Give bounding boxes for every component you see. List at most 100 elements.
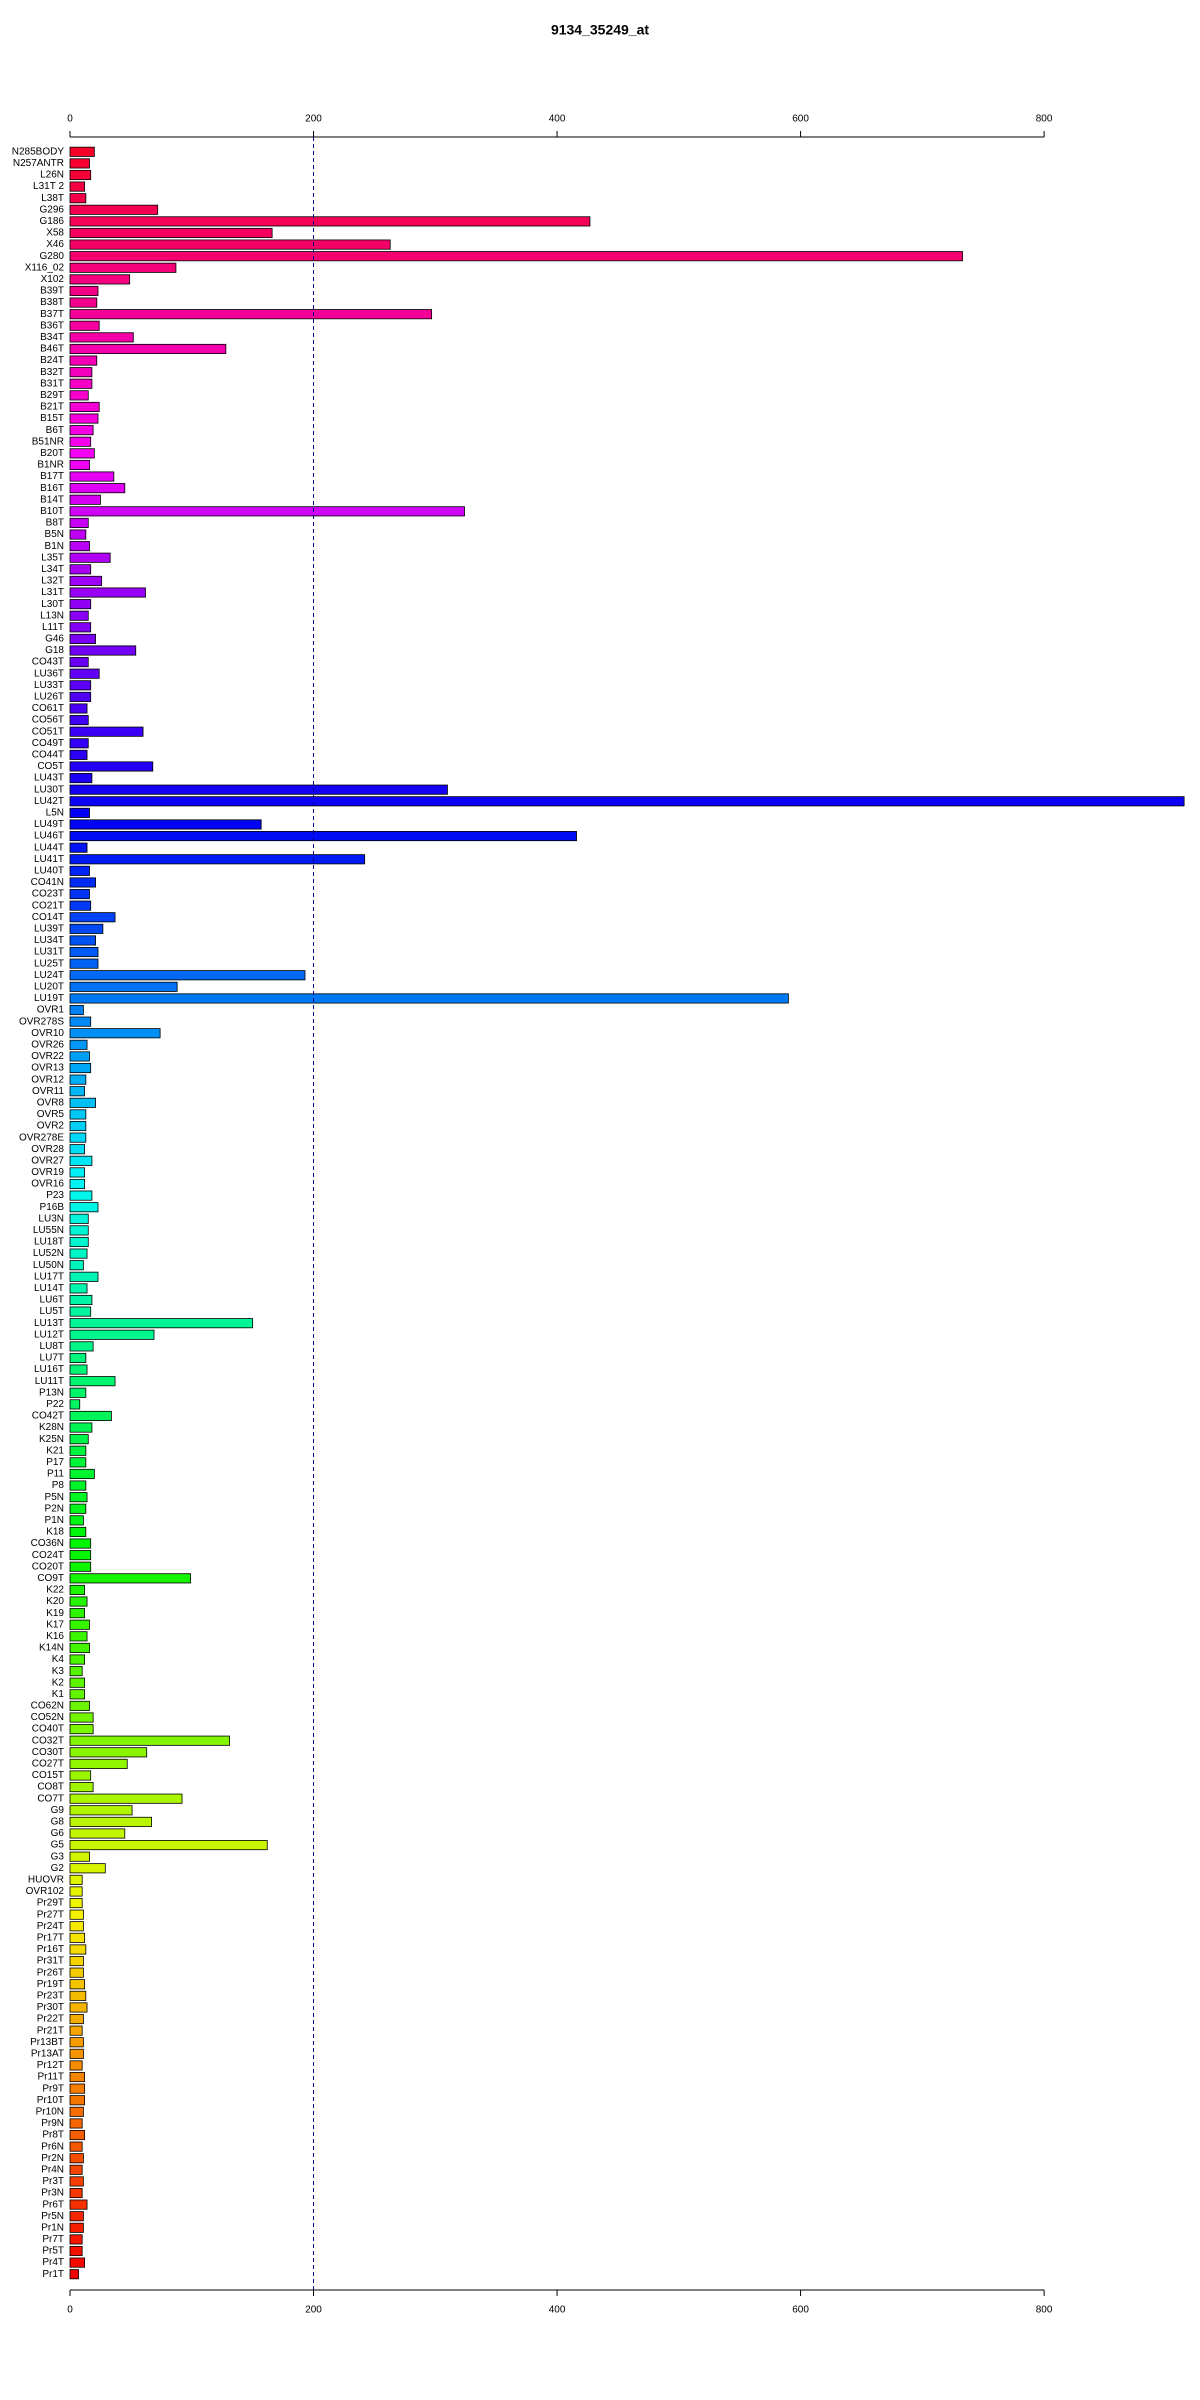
y-tick-label: B20T — [40, 448, 64, 459]
y-tick-label: Pr26T — [37, 1967, 64, 1978]
y-tick-label: LU50N — [33, 1260, 64, 1271]
bar — [69, 1990, 87, 2001]
y-tick-label: Pr4N — [41, 2164, 64, 2175]
y-tick-label: LU19T — [34, 993, 64, 1004]
y-tick-label: Pr13AT — [31, 2048, 64, 2059]
y-tick-label: Pr11T — [38, 2072, 65, 2083]
y-tick-label: OVR278S — [19, 1016, 64, 1027]
y-tick-label: B17T — [40, 471, 64, 482]
bar — [69, 1213, 89, 1224]
bar — [69, 599, 92, 610]
y-tick-label: LU40T — [34, 866, 64, 877]
bar — [69, 483, 126, 494]
y-tick-label: L13N — [40, 610, 64, 621]
y-tick-label: B5N — [45, 529, 64, 540]
bar — [69, 2187, 83, 2199]
y-tick-label: CO9T — [37, 1573, 64, 1584]
y-tick-label: G5 — [51, 1840, 65, 1851]
y-tick-label: B6T — [46, 425, 64, 436]
y-tick-label: OVR22 — [31, 1051, 64, 1062]
y-tick-label: CO20T — [32, 1561, 64, 1572]
y-tick-label: Pr6N — [41, 2141, 64, 2152]
bar — [69, 912, 116, 923]
bar — [69, 1619, 90, 1630]
bar — [69, 1086, 86, 1097]
y-tick-label: LU39T — [34, 923, 64, 934]
y-tick-label: LU5T — [40, 1306, 64, 1317]
y-tick-label: P13N — [39, 1387, 64, 1398]
bar — [69, 1712, 94, 1723]
bar — [69, 1457, 87, 1468]
y-tick-label: B21T — [40, 402, 64, 413]
bar — [69, 2269, 79, 2280]
bar — [69, 831, 577, 842]
y-tick-label: CO56T — [32, 715, 64, 726]
bar — [69, 1260, 84, 1271]
bar — [69, 1468, 95, 1479]
bar — [69, 158, 90, 169]
bar — [69, 2002, 88, 2013]
bar — [69, 1503, 87, 1514]
y-tick-label: LU11T — [35, 1376, 64, 1387]
y-tick-label: K18 — [46, 1527, 64, 1538]
x-tick-label: 600 — [792, 2305, 809, 2316]
y-tick-label: G6 — [51, 1828, 65, 1839]
y-tick-label: Pr19T — [37, 1979, 64, 1990]
y-tick-label: P11 — [47, 1469, 64, 1480]
y-tick-label: CO61T — [32, 703, 64, 714]
y-tick-label: LU49T — [34, 819, 64, 830]
y-tick-label: B14T — [40, 494, 64, 505]
y-tick-label: CO52N — [31, 1712, 64, 1723]
bar — [69, 1561, 92, 1572]
bar — [69, 471, 115, 482]
x-tick-label: 600 — [792, 114, 809, 125]
x-tick-label: 800 — [1036, 114, 1053, 125]
y-tick-label: L38T — [41, 193, 64, 204]
x-tick-label: 0 — [67, 2305, 73, 2316]
bar — [69, 807, 90, 818]
y-tick-label: L35T — [41, 552, 64, 563]
y-tick-label: LU6T — [40, 1295, 64, 1306]
bar — [69, 1480, 87, 1491]
bar — [69, 1886, 83, 1897]
y-tick-label: B51NR — [32, 436, 64, 447]
bar — [69, 1051, 90, 1062]
bar — [69, 1294, 93, 1306]
y-tick-label: CO7T — [37, 1793, 64, 1804]
bar — [69, 773, 93, 784]
y-tick-label: OVR13 — [31, 1063, 64, 1074]
bar — [69, 691, 92, 702]
y-tick-label: LU52N — [33, 1248, 64, 1259]
bar — [69, 193, 87, 204]
y-tick-label: G3 — [51, 1851, 65, 1862]
y-tick-label: B16T — [40, 483, 64, 494]
bar — [69, 657, 89, 668]
y-tick-label: Pr22T — [37, 2014, 64, 2025]
y-tick-label: Pr4T — [42, 2257, 64, 2268]
y-tick-label: LU12T — [34, 1329, 64, 1340]
y-tick-label: P8 — [52, 1480, 65, 1491]
y-tick-label: Pr10N — [36, 2106, 64, 2117]
bar — [69, 1318, 254, 1329]
bar — [69, 981, 178, 992]
y-tick-label: LU24T — [34, 970, 64, 981]
bar — [69, 1840, 268, 1851]
y-tick-label: Pr10T — [37, 2095, 64, 2106]
y-tick-label: P2N — [45, 1503, 64, 1514]
bar — [69, 668, 100, 679]
bar — [69, 2048, 84, 2059]
bar — [69, 2199, 88, 2210]
y-tick-label: CO32T — [32, 1735, 64, 1746]
y-tick-label: CO14T — [32, 912, 64, 923]
y-tick-label: OVR11 — [32, 1086, 64, 1097]
y-tick-label: LU46T — [34, 831, 64, 842]
bar — [69, 274, 131, 285]
y-tick-label: CO30T — [32, 1747, 64, 1758]
bar — [69, 1944, 87, 1955]
y-tick-label: LU20T — [34, 981, 64, 992]
y-tick-label: K19 — [46, 1608, 64, 1619]
y-tick-label: L31T 2 — [33, 181, 64, 192]
y-tick-label: LU7T — [40, 1353, 64, 1364]
y-tick-label: CO51T — [32, 726, 64, 737]
